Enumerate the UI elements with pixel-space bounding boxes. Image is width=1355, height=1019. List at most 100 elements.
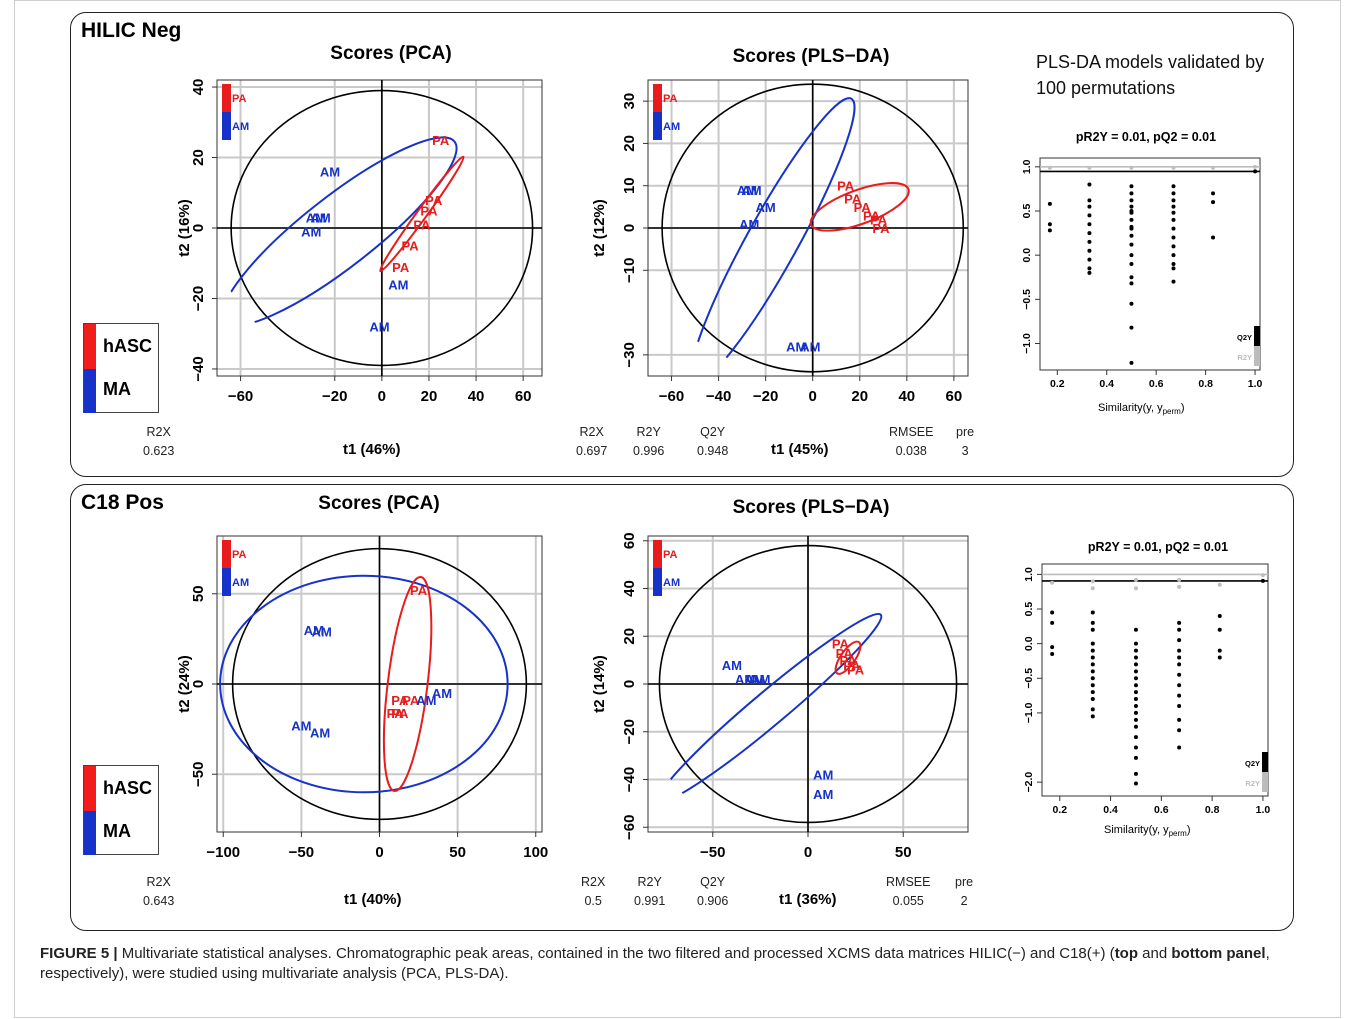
q2y-point xyxy=(1171,235,1176,240)
pa-sample-point: PA xyxy=(844,191,862,206)
x-tick-label: −60 xyxy=(228,388,253,405)
class-legend-label-am: AM xyxy=(663,121,680,133)
r2y-legend-swatch xyxy=(1254,346,1260,366)
q2y-point xyxy=(1177,703,1182,708)
pa-sample-point: PA xyxy=(432,133,450,148)
q2y-point xyxy=(1090,627,1095,632)
pa-sample-point: PA xyxy=(843,658,861,673)
stat-label: pre xyxy=(956,425,975,439)
r2y-legend-label: R2Y xyxy=(1245,779,1260,788)
pa-sample-point: PA xyxy=(391,706,409,721)
perm-xlabel-end: ) xyxy=(1186,824,1191,836)
pca-stat-r2x: R2X 0.643 xyxy=(143,873,174,911)
pca-title: Scores (PCA) xyxy=(318,493,440,514)
am-sample-point: AM xyxy=(311,210,331,225)
x-tick-label: 0.8 xyxy=(1205,804,1220,816)
y-tick-label: −60 xyxy=(621,814,638,839)
hilic-permutation-plot: 0.2 0.4 0.6 0.8 1.0 −1.0 −0.5 0.0 0.5 1.0 Q2Y R2Y xyxy=(1021,157,1263,390)
pa-sample-point: PA xyxy=(863,208,881,223)
pa-sample-point: PA xyxy=(387,706,405,721)
pa-sample-point: PA xyxy=(837,179,855,194)
q2y-point xyxy=(1087,270,1092,275)
pca-title: Scores (PCA) xyxy=(330,43,452,64)
q2y-point xyxy=(1133,724,1138,729)
y-tick-label: −10 xyxy=(621,258,638,283)
stat-label: Q2Y xyxy=(700,425,726,439)
x-tick-label: 0.8 xyxy=(1198,378,1213,390)
stat-value: 0.697 xyxy=(576,444,608,458)
plsda-stat-rmsee: RMSEE 0.055 xyxy=(886,873,930,911)
stat-label: RMSEE xyxy=(886,875,931,889)
pa-sample-point: PA xyxy=(839,653,857,668)
perm-xlabel-sub: perm xyxy=(1162,407,1181,417)
am-group-ellipse xyxy=(219,574,509,794)
am-group-ellipse xyxy=(657,612,883,803)
r2y-point xyxy=(1133,586,1138,591)
am-sample-point: AM xyxy=(722,658,742,673)
q2y-point xyxy=(1129,281,1134,286)
x-tick-label: −100 xyxy=(206,844,240,861)
r2y-point xyxy=(1129,165,1134,170)
q2y-point xyxy=(1177,745,1182,750)
r2y-legend-label: R2Y xyxy=(1237,353,1252,362)
y-tick-label: −50 xyxy=(190,762,207,787)
hotelling-ellipse xyxy=(661,83,965,373)
y-tick-label: 0 xyxy=(190,680,207,688)
legend-label-ma: MA xyxy=(103,379,131,399)
q2y-point xyxy=(1177,655,1182,660)
x-tick-label: −20 xyxy=(753,388,778,405)
q2y-point xyxy=(1171,210,1176,215)
q2y-legend-label: Q2Y xyxy=(1245,759,1260,768)
q2y-point xyxy=(1133,648,1138,653)
class-legend-label-pa: PA xyxy=(232,93,247,105)
q2y-point xyxy=(1087,213,1092,218)
y-tick-label: 0.0 xyxy=(1021,248,1033,263)
q2y-point xyxy=(1129,217,1134,222)
y-axis-label: t2 (24%) xyxy=(176,655,193,713)
plsda-stat-r2x: R2X 0.697 xyxy=(576,423,607,461)
pa-group-ellipse xyxy=(834,640,862,675)
am-sample-point: AM xyxy=(745,672,765,687)
class-legend-swatch-pa xyxy=(653,540,662,568)
legend-swatch-ma xyxy=(84,811,96,855)
legend-label-hasc: hASC xyxy=(103,778,152,798)
y-axis-label: t2 (16%) xyxy=(176,199,193,257)
q2y-point xyxy=(1177,620,1182,625)
q2y-point xyxy=(1129,209,1134,213)
q2y-point xyxy=(1090,655,1095,660)
q2y-point xyxy=(1087,222,1092,227)
x-tick-label: −50 xyxy=(289,844,314,861)
plsda-stat-rmsee: RMSEE 0.038 xyxy=(889,423,933,461)
x-tick-label: 0.4 xyxy=(1103,804,1118,816)
q2y-point xyxy=(1129,262,1134,266)
pa-group-ellipse xyxy=(809,182,910,232)
am-sample-point: AM xyxy=(813,787,833,802)
q2y-point xyxy=(1087,239,1092,244)
q2y-point xyxy=(1171,244,1176,249)
q2y-point xyxy=(1129,360,1134,365)
perm-xlabel: Similarity(y, yperm) xyxy=(1104,824,1190,838)
q2y-point xyxy=(1133,676,1138,681)
x-tick-label: 100 xyxy=(523,844,548,861)
stat-value: 0.948 xyxy=(697,444,729,458)
r2y-point xyxy=(1253,164,1258,169)
q2y-point xyxy=(1090,669,1095,674)
am-sample-point: AM xyxy=(750,672,770,687)
plsda-stat-q2y: Q2Y 0.906 xyxy=(697,873,728,911)
am-group-ellipse xyxy=(689,97,856,385)
q2y-point xyxy=(1129,242,1134,247)
q2y-point xyxy=(1217,627,1222,632)
q2y-point xyxy=(1050,652,1055,657)
q2y-point xyxy=(1129,253,1134,258)
pa-group-ellipse xyxy=(379,155,465,273)
q2y-point xyxy=(1090,610,1095,615)
r2y-point xyxy=(1090,579,1095,584)
x-tick-label: 0.4 xyxy=(1099,378,1114,390)
y-tick-label: 10 xyxy=(621,177,638,194)
plsda-stat-pre: pre 2 xyxy=(955,873,973,911)
plot-frame xyxy=(1039,157,1261,371)
q2y-point xyxy=(1090,714,1095,719)
y-tick-label: −0.5 xyxy=(1021,289,1033,310)
pa-sample-point: PA xyxy=(413,217,431,232)
stat-label: R2Y xyxy=(636,425,661,439)
